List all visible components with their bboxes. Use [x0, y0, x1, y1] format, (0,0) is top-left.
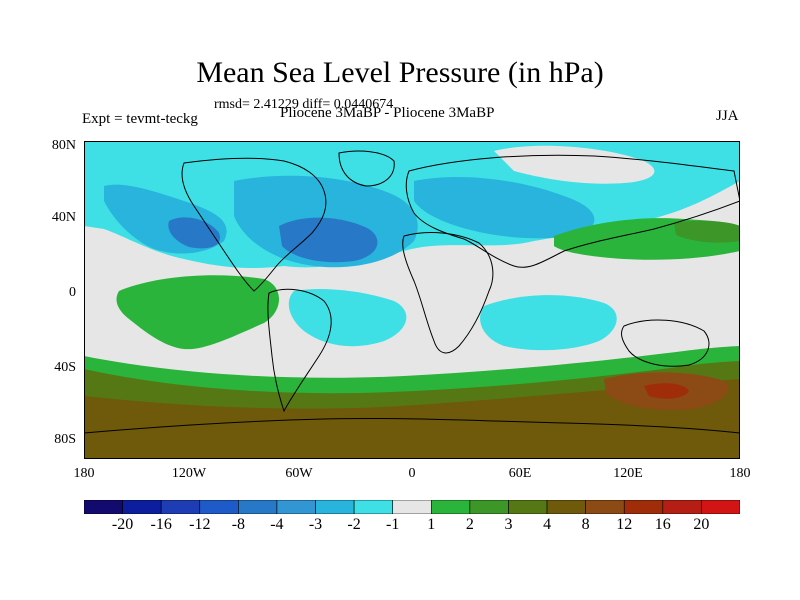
colorbar-label: 1	[427, 516, 436, 533]
lat-label-80s: 80S	[54, 432, 76, 447]
colorbar-label: -2	[347, 516, 361, 533]
colorbar-swatch	[84, 500, 123, 514]
colorbar-swatch	[276, 500, 316, 514]
colorbar-swatch	[430, 500, 471, 514]
colorbar	[84, 500, 740, 514]
experiment-label: Expt = tevmt-teckg	[82, 111, 198, 127]
colorbar-label: -8	[231, 516, 246, 533]
lon-label-60e: 60E	[508, 466, 532, 481]
lon-label-0: 0	[408, 466, 416, 481]
colorbar-swatch	[546, 500, 586, 514]
lon-label-180w: 180	[73, 466, 95, 481]
lat-label-40s: 40S	[54, 360, 76, 375]
colorbar-swatch	[508, 500, 548, 514]
colorbar-label: -3	[308, 516, 323, 533]
darkgreen-pacific-patch	[674, 220, 740, 243]
coast-north-america	[181, 157, 327, 292]
colorbar-swatch	[701, 500, 740, 514]
pressure-map	[84, 141, 740, 459]
colorbar-label: -1	[386, 516, 400, 533]
coast-greenland	[338, 150, 395, 187]
colorbar-swatch	[122, 500, 162, 514]
colorbar-swatch	[238, 500, 278, 514]
colorbar-label: 3	[504, 516, 513, 533]
colorbar-label: -4	[270, 516, 284, 533]
coastlines	[84, 150, 740, 434]
colorbar-label: 8	[581, 516, 590, 533]
lat-label-80n: 80N	[51, 138, 76, 153]
colorbar-swatch	[315, 500, 355, 514]
colorbar-label: 4	[543, 516, 552, 533]
map-frame	[84, 141, 740, 459]
experiment-name: Pliocene 3MaBP - Pliocene 3MaBP	[280, 105, 495, 121]
season-label: JJA	[716, 108, 739, 124]
cyan-south-atlantic	[288, 289, 407, 347]
colorbar-label: 12	[616, 516, 633, 533]
stats-text: rmsd= 2.41229 diff= 0.0440674	[214, 97, 394, 112]
colorbar-swatch	[199, 500, 239, 514]
lon-label-180e: 180	[729, 466, 751, 481]
coast-eurasia	[405, 154, 740, 268]
redbrown-southern-core	[644, 383, 689, 399]
darkblue-atlantic-core	[279, 217, 378, 263]
lat-label-40n: 40N	[51, 210, 76, 225]
colorbar-swatch	[353, 500, 394, 514]
colorbar-label: 16	[654, 516, 671, 533]
lon-label-120e: 120E	[613, 466, 643, 481]
colorbar-label: -12	[189, 516, 211, 533]
lon-label-120w: 120W	[171, 466, 207, 481]
colorbar-swatch	[623, 500, 664, 514]
coast-australia	[621, 319, 710, 367]
colorbar-swatch	[392, 500, 432, 514]
colorbar-swatch	[160, 500, 201, 514]
coast-south-america	[267, 288, 332, 413]
coast-antarctica	[84, 417, 740, 434]
colorbar-label: 2	[465, 516, 474, 533]
green-tropical-pacific	[116, 275, 279, 350]
colorbar-label: -16	[150, 516, 172, 533]
cyan-indian-ocean	[480, 295, 617, 351]
colorbar-swatch	[662, 500, 702, 514]
lat-label-0: 0	[69, 285, 76, 300]
colorbar-swatch	[585, 500, 625, 514]
map-title: Mean Sea Level Pressure (in hPa)	[196, 56, 604, 89]
colorbar-label: -20	[111, 516, 134, 533]
lon-label-60w: 60W	[285, 466, 313, 481]
blue-eurasia	[414, 176, 595, 239]
coast-africa	[402, 231, 494, 354]
colorbar-label: 20	[693, 516, 710, 533]
colorbar-swatch	[469, 500, 509, 514]
